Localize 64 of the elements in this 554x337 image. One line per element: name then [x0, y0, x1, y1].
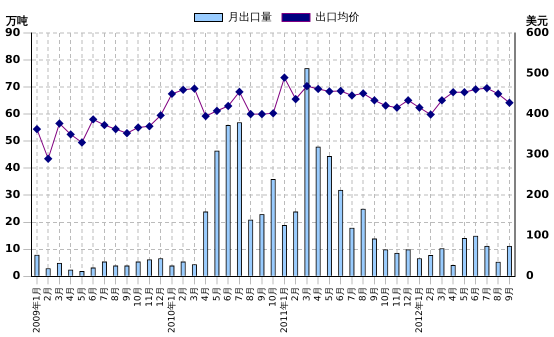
x-tick-label: 4月 — [314, 286, 324, 302]
x-tick-label: 2月 — [44, 286, 54, 302]
y-axis-title: 万吨 — [5, 14, 28, 28]
x-tick-label: 8月 — [358, 286, 369, 302]
x-tick-label: 8月 — [111, 286, 122, 302]
x-tick-label: 6月 — [88, 286, 99, 302]
x-tick-label: 12月 — [156, 286, 166, 307]
x-tick-label: 9月 — [370, 286, 380, 302]
x-tick-label: 3月 — [302, 286, 312, 302]
y-tick-label: 50 — [4, 134, 21, 148]
x-tick-label: 12月 — [404, 286, 414, 307]
x-tick-label: 4月 — [66, 286, 76, 302]
x-tick-label: 9月 — [257, 286, 268, 302]
y2-tick-label: 500 — [526, 66, 550, 80]
y2-tick-label: 200 — [526, 188, 550, 202]
x-tick-label: 7月 — [234, 286, 245, 302]
y-tick-label: 10 — [4, 242, 21, 256]
y2-tick-label: 0 — [526, 269, 534, 282]
y2-tick-label: 600 — [526, 26, 550, 39]
x-tick-label: 2月 — [291, 286, 302, 302]
y-tick-label: 20 — [4, 215, 21, 228]
x-tick-label: 3月 — [437, 286, 448, 302]
x-tick-label: 5月 — [77, 286, 88, 302]
x-tick-label: 2月 — [426, 286, 436, 302]
x-tick-label: 5月 — [460, 286, 470, 302]
x-tick-label: 7月 — [482, 286, 492, 302]
legend-label: 出口均价 — [316, 10, 360, 24]
x-tick-label: 7月 — [100, 286, 110, 302]
x-tick-label: 10月 — [134, 286, 144, 307]
x-tick-label: 2010年1月 — [166, 286, 178, 334]
x-tick-label: 9月 — [122, 286, 132, 302]
x-tick-label: 6月 — [471, 286, 482, 302]
x-tick-label: 11月 — [392, 286, 402, 307]
x-tick-label: 2月 — [178, 286, 189, 302]
legend-label: 月出口量 — [228, 10, 272, 24]
y-tick-label: 80 — [4, 52, 21, 66]
y-tick-label: 60 — [4, 106, 21, 120]
x-tick-label: 2009年1月 — [31, 286, 42, 334]
x-tick-label: 10月 — [381, 286, 392, 307]
y2-tick-label: 300 — [526, 148, 550, 161]
x-tick-label: 3月 — [54, 286, 65, 302]
x-tick-label: 9月 — [504, 286, 515, 302]
x-tick-label: 5月 — [212, 286, 222, 302]
y2-tick-label: 400 — [526, 106, 550, 120]
y2-axis-title: 美元 — [525, 14, 548, 28]
x-tick-label: 3月 — [190, 286, 200, 302]
x-tick-label: 5月 — [324, 286, 335, 302]
x-tick-label: 11月 — [144, 286, 155, 307]
y2-tick-label: 100 — [526, 228, 550, 242]
y-tick-label: 30 — [4, 188, 21, 202]
x-tick-label: 10月 — [268, 286, 279, 307]
x-tick-label: 4月 — [448, 286, 459, 302]
x-tick-label: 6月 — [224, 286, 234, 302]
x-tick-label: 8月 — [246, 286, 256, 302]
y-tick-label: 90 — [4, 26, 21, 39]
x-tick-label: 6月 — [336, 286, 346, 302]
x-tick-label: 7月 — [347, 286, 358, 302]
x-tick-label: 8月 — [494, 286, 504, 302]
y-tick-label: 0 — [12, 269, 21, 282]
x-tick-label: 2011年1月 — [278, 286, 290, 334]
x-tick-label: 4月 — [201, 286, 212, 302]
y-tick-label: 40 — [4, 161, 21, 174]
x-tick-label: 2012年1月 — [414, 286, 425, 334]
y-tick-label: 70 — [4, 80, 21, 93]
